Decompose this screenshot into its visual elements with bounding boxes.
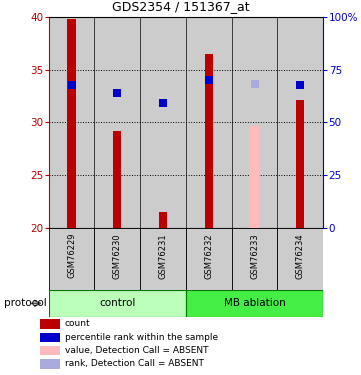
Text: GSM76232: GSM76232 xyxy=(204,233,213,279)
Bar xyxy=(186,17,232,228)
Bar xyxy=(186,228,232,290)
Bar xyxy=(95,17,140,228)
Point xyxy=(160,100,166,106)
Bar xyxy=(49,17,95,228)
Bar xyxy=(232,17,277,228)
Point xyxy=(297,82,303,88)
Bar xyxy=(40,319,60,328)
Text: value, Detection Call = ABSENT: value, Detection Call = ABSENT xyxy=(65,346,209,355)
Bar xyxy=(277,17,323,228)
Bar xyxy=(40,346,60,355)
Text: MB ablation: MB ablation xyxy=(223,298,286,308)
Text: count: count xyxy=(65,320,91,328)
Text: GSM76230: GSM76230 xyxy=(113,233,122,279)
Point xyxy=(69,82,74,88)
Bar xyxy=(232,228,277,290)
Text: percentile rank within the sample: percentile rank within the sample xyxy=(65,333,218,342)
Bar xyxy=(277,228,323,290)
Bar xyxy=(205,54,213,228)
Bar xyxy=(49,290,186,317)
Bar xyxy=(296,100,304,228)
Bar xyxy=(140,17,186,228)
Bar xyxy=(113,131,121,228)
Text: control: control xyxy=(99,298,135,308)
Text: GSM76231: GSM76231 xyxy=(158,233,168,279)
Text: rank, Detection Call = ABSENT: rank, Detection Call = ABSENT xyxy=(65,360,204,369)
Text: protocol: protocol xyxy=(4,298,46,308)
Bar xyxy=(68,19,76,228)
Bar xyxy=(40,333,60,342)
Text: GSM76234: GSM76234 xyxy=(296,233,305,279)
Bar xyxy=(140,228,186,290)
Bar xyxy=(95,228,140,290)
Point xyxy=(206,77,212,83)
Bar xyxy=(159,212,167,228)
Text: GDS2354 / 151367_at: GDS2354 / 151367_at xyxy=(112,0,249,13)
Text: GSM76233: GSM76233 xyxy=(250,233,259,279)
Text: GSM76229: GSM76229 xyxy=(67,233,76,279)
Point xyxy=(252,81,257,87)
Bar xyxy=(251,126,258,228)
Point xyxy=(114,90,120,96)
Bar xyxy=(49,228,95,290)
Bar xyxy=(40,359,60,369)
Bar xyxy=(186,290,323,317)
